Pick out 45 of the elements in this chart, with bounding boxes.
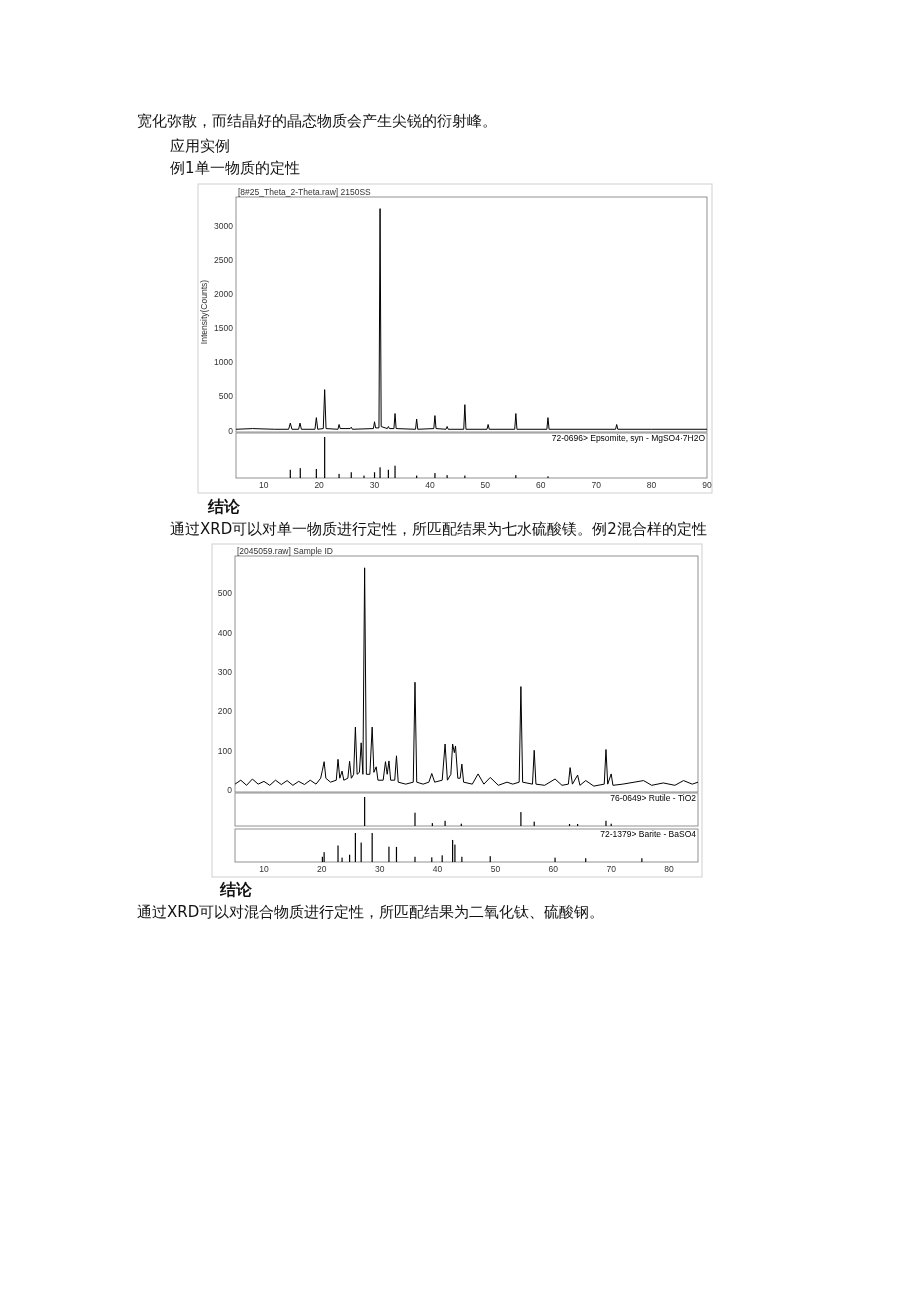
x-tick-label: 30 <box>374 864 385 874</box>
y-tick-label: 3000 <box>214 220 234 231</box>
x-tick-label: 10 <box>258 480 269 490</box>
y-tick-label: 2500 <box>214 254 234 265</box>
x-tick-label: 20 <box>317 864 327 874</box>
text: 结论 <box>207 497 241 516</box>
x-tick-label: 70 <box>591 480 602 490</box>
text: 72-1379> Barite - BaSO4 <box>600 829 697 839</box>
x-tick-label: 50 <box>490 864 501 874</box>
text: 应用实例 <box>170 137 230 155</box>
x-tick-label: 20 <box>314 480 325 490</box>
text: 宽化弥散，而结晶好的晶态物质会产生尖锐的衍射峰。 <box>137 112 497 130</box>
y-tick-label: 2000 <box>214 288 234 299</box>
x-tick-label: 10 <box>259 864 269 874</box>
y-tick-label: 500 <box>217 588 233 599</box>
y-tick-label: 1500 <box>214 323 234 334</box>
x-tick-label: 60 <box>548 864 559 874</box>
y-tick-label: 100 <box>217 745 233 756</box>
x-tick-label: 60 <box>536 480 546 490</box>
x-tick-label: 90 <box>702 480 712 490</box>
x-tick-label: 80 <box>646 480 657 490</box>
chart-title: [8#25_Theta_2-Theta.raw] 2150SS <box>238 187 372 197</box>
y-tick-label: 400 <box>217 627 233 638</box>
text: 通过XRD可以对单一物质进行定性，所匹配结果为七水硫酸镁。例2混合样的定性 <box>170 520 707 538</box>
text: 例1单一物质的定性 <box>170 159 300 177</box>
line-series <box>235 567 698 787</box>
x-tick-label: 80 <box>664 864 675 874</box>
y-tick-label: 200 <box>217 706 233 717</box>
x-tick-label: 70 <box>606 864 617 874</box>
y-tick-label: 0 <box>228 425 234 436</box>
x-tick-label: 30 <box>369 480 380 490</box>
text: 76-0649> Rutile - TiO2 <box>610 793 697 803</box>
line-series <box>236 208 707 430</box>
x-tick-label: 40 <box>432 864 443 874</box>
text: 结论 <box>219 880 253 899</box>
chart-title: [2045059.raw] Sample ID <box>237 546 333 556</box>
y-tick-label: 500 <box>218 391 234 402</box>
y-tick-label: 0 <box>227 785 233 796</box>
text: 72-0696> Epsomite, syn - MgSO4·7H2O <box>551 433 706 443</box>
text: 通过XRD可以对混合物质进行定性，所匹配结果为二氧化钛、硫酸钢。 <box>137 903 605 921</box>
x-tick-label: 40 <box>425 480 435 490</box>
y-tick-label: 300 <box>217 667 233 678</box>
y-axis-title: Intensity(Counts) <box>199 279 209 345</box>
y-tick-label: 1000 <box>214 357 234 368</box>
x-tick-label: 50 <box>480 480 491 490</box>
